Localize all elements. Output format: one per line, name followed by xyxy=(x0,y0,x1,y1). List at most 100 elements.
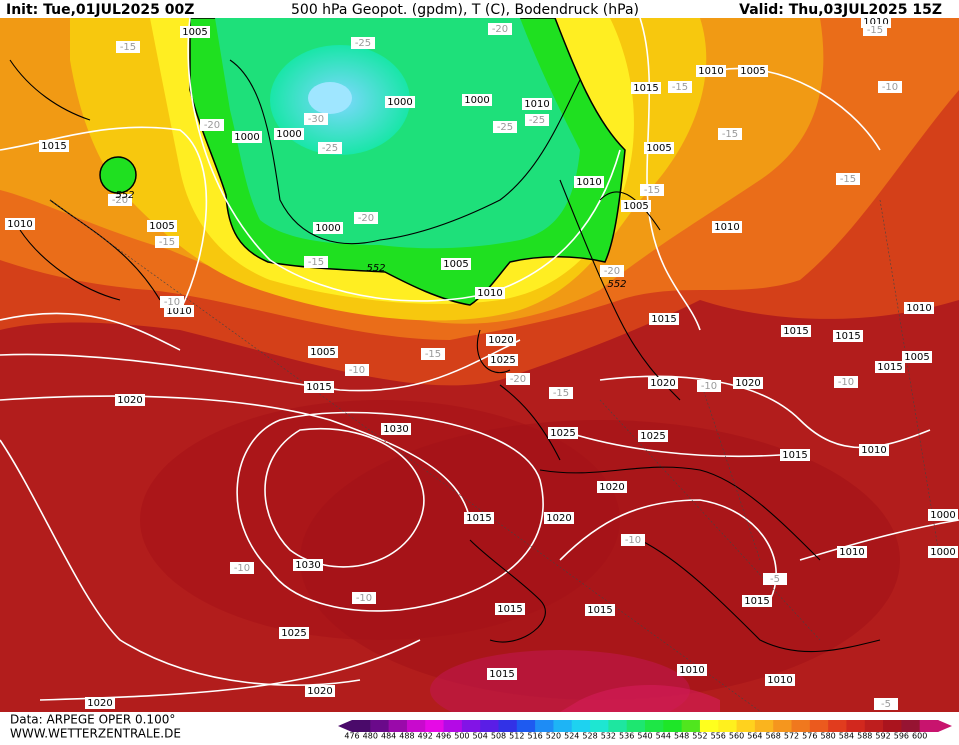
label-background xyxy=(548,427,578,439)
isoline xyxy=(187,17,621,302)
temperature-label: -20 xyxy=(604,266,620,277)
label-background xyxy=(928,509,958,521)
label-background xyxy=(108,194,132,206)
colorbar-swatch xyxy=(370,720,390,732)
label-background xyxy=(597,481,627,493)
label-background xyxy=(781,325,811,337)
label-background xyxy=(180,26,210,38)
label-background xyxy=(697,380,721,392)
label-background xyxy=(600,265,624,277)
colorbar-tick-label: 528 xyxy=(582,732,597,741)
colorbar-swatch xyxy=(480,720,499,732)
label-background xyxy=(293,559,323,571)
pressure-label: 1025 xyxy=(640,431,665,442)
data-source: Data: ARPEGE OPER 0.100° xyxy=(10,713,175,727)
label-background xyxy=(875,361,905,373)
coastline xyxy=(476,329,821,561)
colorbar-tick-label: 536 xyxy=(619,732,634,741)
label-background xyxy=(160,296,184,308)
label-background xyxy=(585,604,615,616)
pressure-label: 1020 xyxy=(307,686,332,697)
label-background xyxy=(506,373,530,385)
temperature-label: -15 xyxy=(425,349,441,360)
label-background xyxy=(85,697,115,709)
pressure-label: 1010 xyxy=(906,303,931,314)
colorbar-tick-label: 532 xyxy=(601,732,616,741)
temperature-label: -20 xyxy=(358,213,374,224)
label-background xyxy=(640,184,664,196)
pressure-label: 1010 xyxy=(679,665,704,676)
pressure-label: 1005 xyxy=(623,201,648,212)
temperature-label: -20 xyxy=(492,24,508,35)
pressure-label: 1010 xyxy=(7,219,32,230)
colorbar-swatch xyxy=(645,720,664,732)
temperature-label: -10 xyxy=(356,593,372,604)
pressure-label: 1000 xyxy=(234,132,259,143)
label-background xyxy=(274,128,304,140)
colorbar-swatch xyxy=(608,720,628,732)
pressure-label: 1000 xyxy=(930,510,955,521)
label-background xyxy=(352,592,376,604)
colorbar-tick-label: 504 xyxy=(473,732,488,741)
temperature-label: -25 xyxy=(322,143,338,154)
colorbar-swatch xyxy=(846,720,866,732)
colorbar-tick-label: 484 xyxy=(381,732,396,741)
pressure-label: 1010 xyxy=(524,99,549,110)
isoline xyxy=(559,499,777,601)
field-light-blue xyxy=(308,82,352,114)
label-background xyxy=(738,65,768,77)
pressure-label: 1010 xyxy=(714,222,739,233)
temperature-label: -20 xyxy=(112,195,128,206)
label-background xyxy=(304,381,334,393)
temperature-label: -15 xyxy=(644,185,660,196)
pressure-label: 1010 xyxy=(863,17,888,28)
label-background xyxy=(525,114,549,126)
label-background xyxy=(696,65,726,77)
label-background xyxy=(549,387,573,399)
isoline xyxy=(236,411,544,612)
pressure-label: 1020 xyxy=(650,378,675,389)
label-background xyxy=(644,142,674,154)
colorbar-tick-label: 500 xyxy=(454,732,469,741)
label-background xyxy=(836,173,860,185)
pressure-label: 1015 xyxy=(744,596,769,607)
isoline xyxy=(639,17,701,331)
label-background xyxy=(493,121,517,133)
pressure-label: 1015 xyxy=(835,331,860,342)
label-background xyxy=(462,94,492,106)
pressure-label: 1005 xyxy=(149,221,174,232)
pressure-label: 1030 xyxy=(383,424,408,435)
colorbar-tick-label: 580 xyxy=(820,732,835,741)
pressure-label: 1010 xyxy=(477,288,502,299)
label-background xyxy=(441,258,471,270)
label-background xyxy=(487,668,517,680)
temperature-label: -25 xyxy=(355,38,371,49)
pressure-label: 1000 xyxy=(315,223,340,234)
colorbar-tick-label: 488 xyxy=(399,732,414,741)
colorbar-tick-label: 568 xyxy=(766,732,781,741)
temperature-label: -15 xyxy=(867,25,883,36)
label-background xyxy=(381,423,411,435)
pressure-label: 1010 xyxy=(861,445,886,456)
pressure-label: 1005 xyxy=(740,66,765,77)
geopotential-label: 552 xyxy=(115,190,134,201)
isoline xyxy=(0,312,181,351)
label-background xyxy=(318,142,342,154)
colorbar-swatch xyxy=(663,720,683,732)
colorbar-swatch xyxy=(406,720,426,732)
colorbar-tick-label: 516 xyxy=(527,732,542,741)
map-title: 500 hPa Geopot. (gpdm), T (C), Bodendruc… xyxy=(291,2,639,18)
isoline xyxy=(264,427,425,568)
label-background xyxy=(763,573,787,585)
temperature-label: -25 xyxy=(529,115,545,126)
coastline xyxy=(229,59,581,245)
colorbar-tick-label: 548 xyxy=(674,732,689,741)
pressure-label: 1020 xyxy=(488,335,513,346)
colorbar-tick-label: 496 xyxy=(436,732,451,741)
label-background xyxy=(765,674,795,686)
colorbar-swatch xyxy=(791,720,811,732)
colorbar-tick-label: 556 xyxy=(711,732,726,741)
geopotential-label: 552 xyxy=(607,279,626,290)
label-background xyxy=(834,376,858,388)
